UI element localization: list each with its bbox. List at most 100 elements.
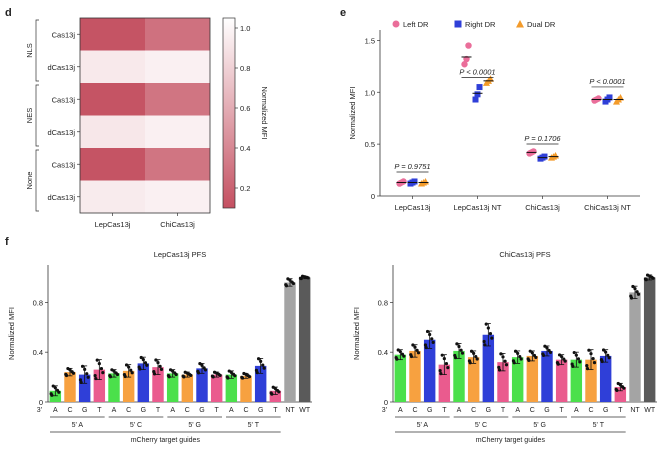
- bar-tick-label: T: [501, 407, 506, 414]
- group-label: 5' G: [188, 422, 201, 429]
- data-dot: [486, 326, 490, 330]
- colorbar-tick-label: 0.8: [240, 64, 250, 73]
- bar-tick-label: A: [112, 407, 117, 414]
- heatmap-cell: [145, 180, 210, 213]
- bar-tick-label: C: [126, 407, 131, 414]
- data-dot: [127, 365, 131, 369]
- legend-marker: [516, 20, 524, 28]
- data-dot: [438, 369, 442, 373]
- bar: [64, 372, 76, 402]
- bar-tick-label: G: [603, 407, 608, 414]
- scatter-ylabel: Normalized MFI: [348, 87, 357, 140]
- scatter-y-tick-label: 0: [371, 192, 375, 201]
- group-label: 5' C: [130, 422, 142, 429]
- data-dot: [587, 348, 591, 352]
- data-dot: [166, 373, 171, 378]
- bar-tick-label: A: [398, 407, 403, 414]
- heatmap-cell: [80, 115, 145, 148]
- bar: [423, 339, 436, 402]
- bar-y-tick-label: 0: [39, 398, 43, 407]
- bar: [482, 334, 495, 402]
- data-dot: [576, 357, 581, 361]
- colorbar-label: Normalized MFI: [260, 87, 269, 140]
- data-dot: [114, 371, 118, 375]
- data-dot: [227, 369, 231, 373]
- bar: [93, 369, 106, 402]
- bar-tick-label: T: [97, 407, 102, 414]
- heatmap-col-label: LepCas13j: [95, 220, 131, 229]
- data-dot: [101, 371, 105, 375]
- data-dot: [636, 292, 641, 296]
- pvalue-annotation: P = 0.9751: [394, 162, 430, 171]
- colorbar: [222, 17, 236, 209]
- data-dot: [212, 370, 217, 374]
- bar-tick-label: WT: [644, 407, 656, 414]
- data-dot: [145, 363, 149, 367]
- bar-tick-label: C: [185, 407, 190, 414]
- bar-tick-label: T: [560, 407, 565, 414]
- bar: [137, 363, 150, 402]
- heatmap-cell: [145, 83, 210, 116]
- group-label: NLS: [25, 43, 34, 58]
- data-dot: [159, 367, 164, 371]
- bar-y-tick-label: 0.4: [33, 348, 43, 357]
- data-dot: [411, 343, 415, 347]
- data-dot: [93, 373, 97, 378]
- bar: [570, 359, 583, 402]
- data-dot: [504, 363, 509, 367]
- data-dot: [83, 367, 87, 371]
- heatmap-row-label: dCas13j: [47, 63, 75, 72]
- data-dot: [424, 345, 428, 350]
- data-dot: [99, 367, 104, 371]
- bar-tick-label: C: [412, 407, 417, 414]
- bar: [585, 359, 597, 402]
- bar-tick-label: NT: [630, 407, 640, 414]
- scatter-point: [476, 84, 483, 91]
- data-dot: [284, 283, 288, 287]
- data-dot: [409, 353, 413, 357]
- data-dot: [198, 362, 202, 366]
- data-dot: [413, 345, 417, 349]
- data-dot: [53, 386, 57, 390]
- data-dot: [457, 344, 461, 349]
- bar: [225, 374, 238, 402]
- data-dot: [97, 362, 101, 366]
- heatmap-cell: [145, 50, 210, 83]
- bar: [240, 375, 252, 402]
- data-dot: [469, 349, 474, 353]
- data-dot: [269, 391, 273, 395]
- data-dot: [585, 367, 590, 371]
- data-dot: [530, 351, 534, 355]
- data-dot: [606, 353, 610, 357]
- data-dot: [210, 374, 215, 378]
- bar-tick-label: C: [471, 407, 476, 414]
- data-dot: [467, 359, 472, 363]
- bar: [49, 390, 62, 402]
- data-dot: [459, 348, 463, 352]
- bar: [438, 364, 451, 402]
- bar: [269, 390, 282, 402]
- data-dot: [519, 357, 523, 361]
- heatmap-row-label: Cas13j: [52, 30, 76, 39]
- bar-tick-label: T: [618, 407, 623, 414]
- data-dot: [482, 339, 486, 344]
- data-dot: [137, 365, 141, 369]
- data-dot: [578, 360, 582, 364]
- bar: [409, 350, 421, 402]
- data-dot: [572, 350, 576, 355]
- legend-label: Right DR: [465, 20, 496, 29]
- data-dot: [254, 368, 259, 372]
- data-dot: [460, 351, 465, 355]
- data-dot: [629, 294, 633, 298]
- data-dot: [416, 351, 421, 355]
- data-dot: [503, 359, 507, 363]
- data-dot: [261, 363, 265, 367]
- data-dot: [196, 369, 200, 373]
- colorbar-tick-label: 0.6: [240, 104, 250, 113]
- legend-marker: [392, 20, 400, 28]
- scatter-point: [465, 42, 472, 49]
- data-dot: [616, 381, 620, 386]
- bar: [497, 362, 509, 402]
- data-dot: [474, 354, 478, 359]
- heatmap-row-label: dCas13j: [47, 128, 75, 137]
